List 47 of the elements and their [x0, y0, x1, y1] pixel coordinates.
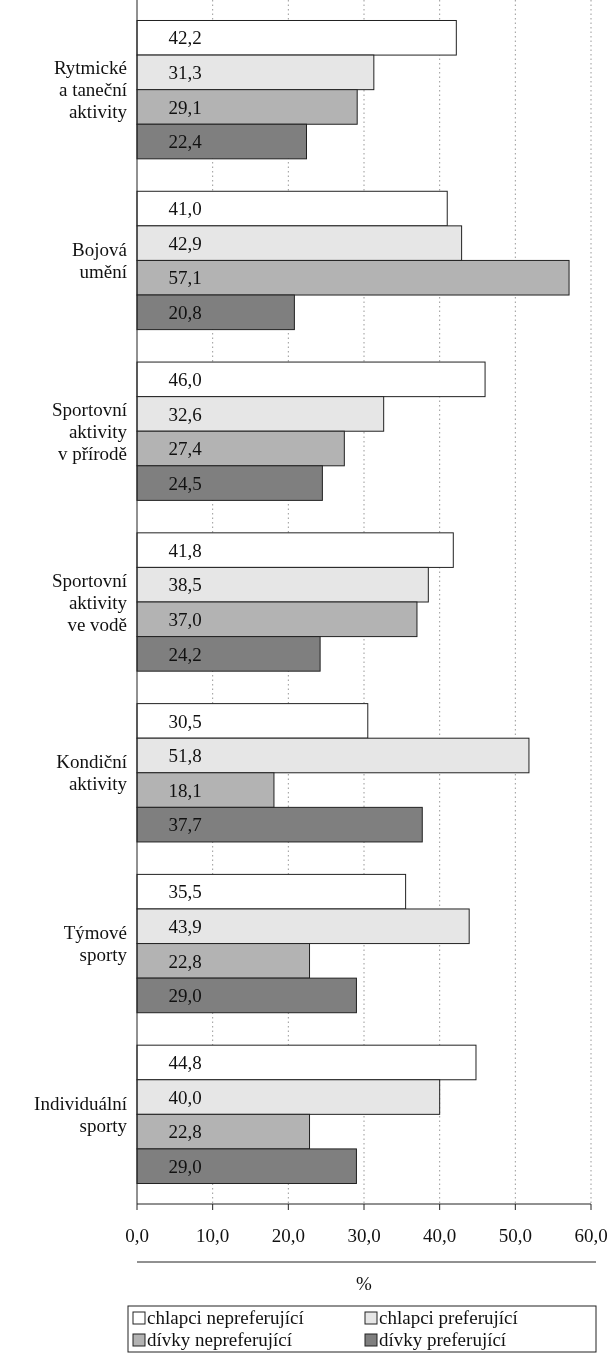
data-label: 27,4 — [168, 438, 203, 460]
data-label: 18,1 — [168, 779, 202, 801]
x-tick-label: 50,0 — [498, 1225, 532, 1246]
x-tick-label: 30,0 — [347, 1225, 381, 1246]
data-label: 22,4 — [168, 131, 203, 153]
data-label: 29,1 — [168, 96, 202, 118]
y-tick-label: Bojová umění — [72, 239, 128, 283]
x-axis-title: % — [356, 1273, 373, 1294]
legend-label: dívky nepreferující — [147, 1329, 293, 1350]
y-tick-label: Týmové sporty — [63, 922, 128, 966]
data-label: 24,2 — [168, 643, 202, 665]
data-label: 44,8 — [168, 1052, 202, 1074]
data-label: 43,9 — [168, 915, 202, 937]
x-tick-label: 40,0 — [423, 1225, 457, 1246]
legend-label: chlapci preferující — [379, 1307, 519, 1328]
legend-label: chlapci nepreferující — [147, 1307, 305, 1328]
data-label: 57,1 — [168, 267, 202, 289]
data-label: 42,9 — [168, 232, 202, 254]
data-label: 37,7 — [168, 814, 202, 836]
x-tick-label: 20,0 — [271, 1225, 305, 1246]
y-tick-label: Rytmické a taneční aktivity — [53, 57, 128, 123]
data-label: 29,0 — [168, 985, 202, 1007]
data-label: 29,0 — [168, 1155, 202, 1177]
data-label: 22,8 — [168, 1121, 202, 1143]
y-tick-label: Individuální sporty — [34, 1092, 128, 1136]
data-label: 22,8 — [168, 950, 202, 972]
x-tick-label: 10,0 — [196, 1225, 230, 1246]
y-tick-label: Kondiční aktivity — [56, 751, 128, 795]
data-label: 51,8 — [168, 745, 202, 767]
y-tick-label: Sportovní aktivity v přírodě — [52, 398, 128, 464]
data-label: 30,5 — [168, 710, 202, 732]
data-label: 41,0 — [168, 198, 202, 220]
data-label: 40,0 — [168, 1086, 202, 1108]
x-tick-label: 60,0 — [574, 1225, 608, 1246]
data-label: 46,0 — [168, 369, 202, 390]
data-label: 24,5 — [168, 472, 202, 494]
y-tick-label: Sportovní aktivity ve vodě — [52, 569, 128, 635]
data-label: 35,5 — [168, 881, 202, 903]
data-label: 38,5 — [168, 574, 202, 596]
data-label: 20,8 — [168, 301, 202, 323]
data-label: 41,8 — [168, 539, 202, 561]
legend-label: dívky preferující — [379, 1329, 507, 1350]
x-tick-label: 0,0 — [125, 1225, 149, 1246]
data-label: 31,3 — [168, 62, 202, 84]
data-label: 32,6 — [168, 403, 202, 425]
data-label: 37,0 — [168, 608, 202, 630]
data-label: 42,2 — [168, 27, 202, 49]
